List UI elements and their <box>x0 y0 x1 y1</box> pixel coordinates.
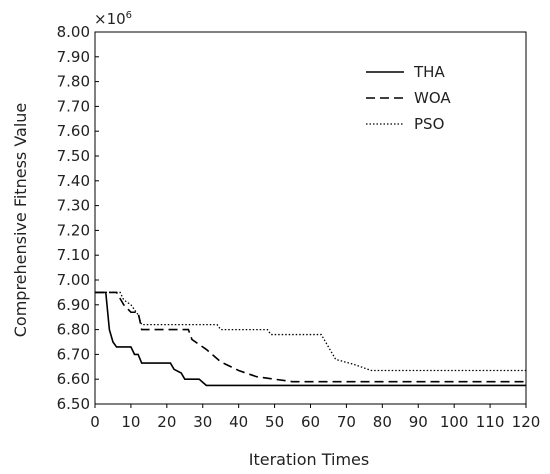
x-axis: 0 10 20 30 40 50 60 70 80 90 100 110 120 <box>90 404 540 431</box>
series-line-woa <box>95 291 526 383</box>
y-tick-label: 7.10 <box>57 246 90 264</box>
plot-area <box>94 31 527 405</box>
y-tick-label: 7.00 <box>57 271 90 289</box>
x-tick-label: 100 <box>440 413 469 431</box>
y-tick-label: 6.70 <box>57 345 90 363</box>
y-tick-label: 6.80 <box>57 321 90 339</box>
y-tick-label: 7.50 <box>57 147 90 165</box>
legend-label-tha: THA <box>413 63 445 81</box>
x-tick-label: 80 <box>373 413 392 431</box>
legend-label-woa: WOA <box>414 89 451 107</box>
legend-label-pso: PSO <box>414 115 444 133</box>
legend: THA WOA PSO <box>366 63 451 133</box>
x-tick-label: 90 <box>409 413 428 431</box>
x-tick-label: 40 <box>229 413 248 431</box>
series-lines <box>95 291 526 387</box>
y-axis: 6.50 6.60 6.70 6.80 6.90 7.00 7.10 7.20 7.30 7.40… <box>57 23 99 413</box>
x-tick-label: 50 <box>265 413 284 431</box>
y-axis-multiplier: ×106 <box>94 10 132 28</box>
y-tick-label: 7.60 <box>57 122 90 140</box>
plot-frame <box>94 31 527 405</box>
y-tick-label: 6.50 <box>57 395 90 413</box>
x-tick-label: 20 <box>157 413 176 431</box>
series-line-pso <box>95 291 526 372</box>
x-tick-label: 120 <box>512 413 541 431</box>
x-tick-label: 70 <box>337 413 356 431</box>
x-tick-label: 110 <box>476 413 505 431</box>
y-tick-label: 7.30 <box>57 197 90 215</box>
y-tick-label: 8.00 <box>57 23 90 41</box>
y-tick-label: 7.80 <box>57 73 90 91</box>
y-tick-label: 7.70 <box>57 97 90 115</box>
y-axis-title: Comprehensive Fitness Value <box>11 103 30 338</box>
x-tick-label: 60 <box>301 413 320 431</box>
y-axis-multiplier-exponent: 6 <box>126 10 132 21</box>
y-tick-label: 7.40 <box>57 172 90 190</box>
y-tick-label: 6.90 <box>57 296 90 314</box>
y-tick-label: 6.60 <box>57 370 90 388</box>
series-line-tha <box>95 291 526 387</box>
y-tick-label: 7.90 <box>57 48 90 66</box>
x-tick-label: 0 <box>90 413 100 431</box>
x-tick-label: 10 <box>121 413 140 431</box>
y-axis-multiplier-base: ×10 <box>94 10 126 28</box>
y-tick-label: 7.20 <box>57 221 90 239</box>
x-axis-title: Iteration Times <box>249 450 369 469</box>
x-tick-label: 30 <box>193 413 212 431</box>
